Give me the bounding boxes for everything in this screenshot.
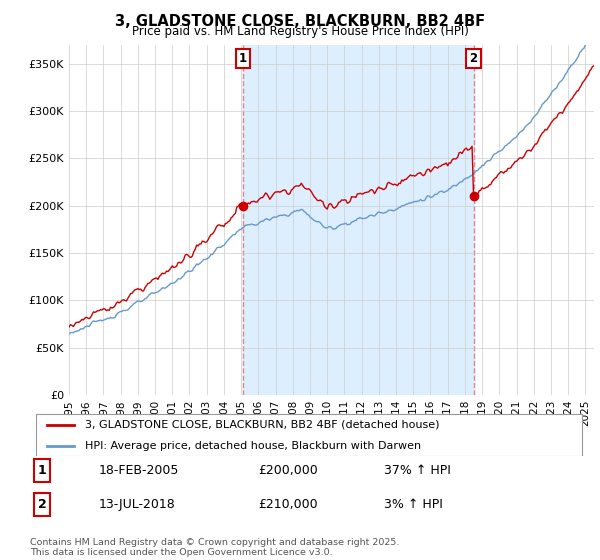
Text: £200,000: £200,000 [258, 464, 318, 477]
Text: HPI: Average price, detached house, Blackburn with Darwen: HPI: Average price, detached house, Blac… [85, 441, 421, 451]
Text: Contains HM Land Registry data © Crown copyright and database right 2025.
This d: Contains HM Land Registry data © Crown c… [30, 538, 400, 557]
Text: 3, GLADSTONE CLOSE, BLACKBURN, BB2 4BF (detached house): 3, GLADSTONE CLOSE, BLACKBURN, BB2 4BF (… [85, 420, 440, 430]
FancyBboxPatch shape [34, 493, 50, 516]
Text: Price paid vs. HM Land Registry's House Price Index (HPI): Price paid vs. HM Land Registry's House … [131, 25, 469, 38]
Text: 3, GLADSTONE CLOSE, BLACKBURN, BB2 4BF: 3, GLADSTONE CLOSE, BLACKBURN, BB2 4BF [115, 14, 485, 29]
FancyBboxPatch shape [34, 459, 50, 482]
Text: 37% ↑ HPI: 37% ↑ HPI [384, 464, 451, 477]
Text: 18-FEB-2005: 18-FEB-2005 [99, 464, 179, 477]
Bar [242, 45, 473, 395]
Text: 1: 1 [239, 52, 247, 65]
Text: 13-JUL-2018: 13-JUL-2018 [99, 498, 176, 511]
Text: £210,000: £210,000 [258, 498, 317, 511]
Text: 2: 2 [38, 498, 46, 511]
Text: 3% ↑ HPI: 3% ↑ HPI [384, 498, 443, 511]
Text: 1: 1 [38, 464, 46, 477]
Text: 2: 2 [469, 52, 478, 65]
